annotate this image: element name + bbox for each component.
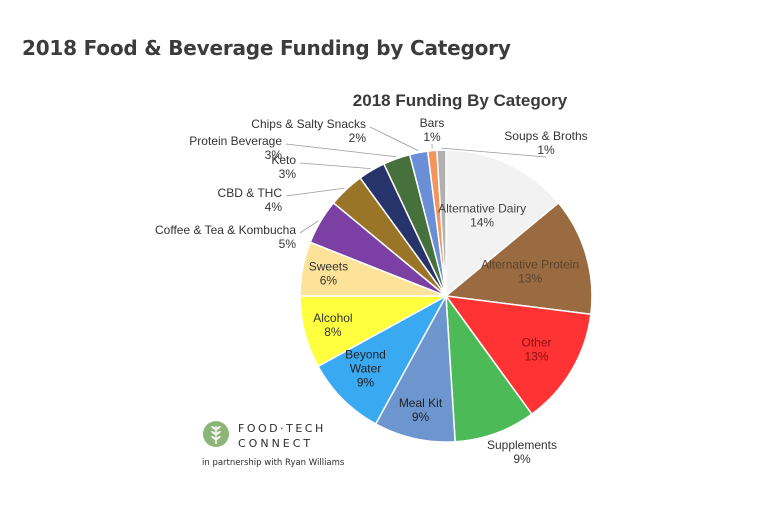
slice-name: Bars	[420, 116, 445, 130]
slice-name: CBD & THC	[218, 186, 283, 200]
slice-percent: 14%	[470, 215, 494, 229]
slice-label-coffee-and-tea-and-kombucha: Coffee & Tea & Kombucha 5%	[155, 223, 296, 251]
wheat-leaf-icon	[203, 421, 229, 447]
slice-label-sweets: Sweets 6%	[309, 260, 348, 288]
chart-title: 2018 Funding By Category	[353, 91, 568, 110]
slice-name: Other	[521, 336, 551, 350]
slice-percent: 3%	[279, 167, 297, 181]
slice-name: Water	[350, 362, 382, 376]
leader-line-protein-beverage	[285, 143, 396, 158]
slice-percent: 8%	[324, 325, 342, 339]
page-title: 2018 Food & Beverage Funding by Category	[22, 36, 511, 60]
slice-label-chips-and-salty-snacks: Chips & Salty Snacks 2%	[251, 117, 366, 145]
slice-name: Sweets	[309, 260, 348, 274]
slice-name: Alternative Protein	[481, 258, 579, 272]
slice-percent: 9%	[412, 410, 430, 424]
slice-percent: 13%	[518, 272, 542, 286]
logo-brand-bottom: CONNECT	[238, 437, 314, 450]
pie-slice-supplements	[445, 293, 533, 443]
slice-label-soups-and-broths: Soups & Broths 1%	[504, 129, 587, 157]
slice-label-cbd-and-thc: CBD & THC 4%	[218, 186, 283, 214]
slice-label-bars: Bars 1%	[420, 116, 445, 144]
leader-line-chips-and-salty-snacks	[369, 126, 419, 151]
leader-line-coffee-and-tea-and-kombucha	[299, 220, 319, 234]
slice-name: Beyond	[345, 348, 386, 362]
slice-label-meal-kit: Meal Kit 9%	[399, 396, 443, 424]
logo-brand-top: FOOD·TECH	[238, 422, 326, 435]
slice-label-other: Other 13%	[521, 336, 551, 364]
slice-name: Soups & Broths	[504, 129, 587, 143]
slice-percent: 5%	[279, 237, 297, 251]
slice-percent: 4%	[265, 200, 283, 214]
pie-slice-alternative-dairy	[445, 149, 560, 298]
pie-slice-meal-kit	[374, 293, 456, 443]
slice-name: Alternative Dairy	[438, 201, 526, 215]
foodtech-connect-logo: FOOD·TECH CONNECT in partnership with Ry…	[198, 420, 348, 470]
leader-line-cbd-and-thc	[285, 187, 345, 197]
pie-slice-beyond-water	[317, 294, 448, 425]
slice-label-protein-beverage: Protein Beverage 3%	[189, 134, 282, 162]
slice-name: Supplements	[487, 438, 557, 452]
slice-label-keto: Keto 3%	[271, 153, 296, 181]
slice-label-beyond-water: Beyond Water 9%	[345, 348, 386, 390]
leader-lines	[285, 126, 547, 234]
slice-name: Keto	[271, 153, 296, 167]
slice-percent: 13%	[524, 350, 548, 364]
pie-slice-soups-and-broths	[436, 149, 447, 297]
slice-name: Alcohol	[313, 311, 352, 325]
pie-slice-alternative-protein	[444, 201, 593, 316]
slice-label-alcohol: Alcohol 8%	[313, 311, 352, 339]
leader-line-soups-and-broths	[441, 147, 547, 158]
slice-name: Protein Beverage	[189, 134, 282, 148]
slice-percent: 1%	[423, 130, 441, 144]
slice-name: Chips & Salty Snacks	[251, 117, 366, 131]
slice-percent: 3%	[265, 148, 283, 162]
slice-labels: Alternative Dairy 14%Alternative Protein 1…	[155, 116, 588, 466]
pie-slice-other	[444, 295, 592, 416]
slice-label-alternative-protein: Alternative Protein 13%	[481, 258, 579, 286]
slice-percent: 9%	[357, 376, 375, 390]
slice-percent: 2%	[349, 131, 367, 145]
slice-percent: 6%	[320, 274, 338, 288]
slice-label-supplements: Supplements 9%	[487, 438, 557, 466]
slice-percent: 9%	[513, 452, 531, 466]
leader-line-keto	[299, 162, 371, 169]
slice-name: Meal Kit	[399, 396, 443, 410]
slice-percent: 1%	[537, 143, 555, 157]
logo-partner-text: in partnership with Ryan Williams	[202, 458, 345, 468]
slice-name: Coffee & Tea & Kombucha	[155, 223, 296, 237]
pie-slices	[299, 149, 593, 443]
slice-label-alternative-dairy: Alternative Dairy 14%	[438, 201, 526, 229]
